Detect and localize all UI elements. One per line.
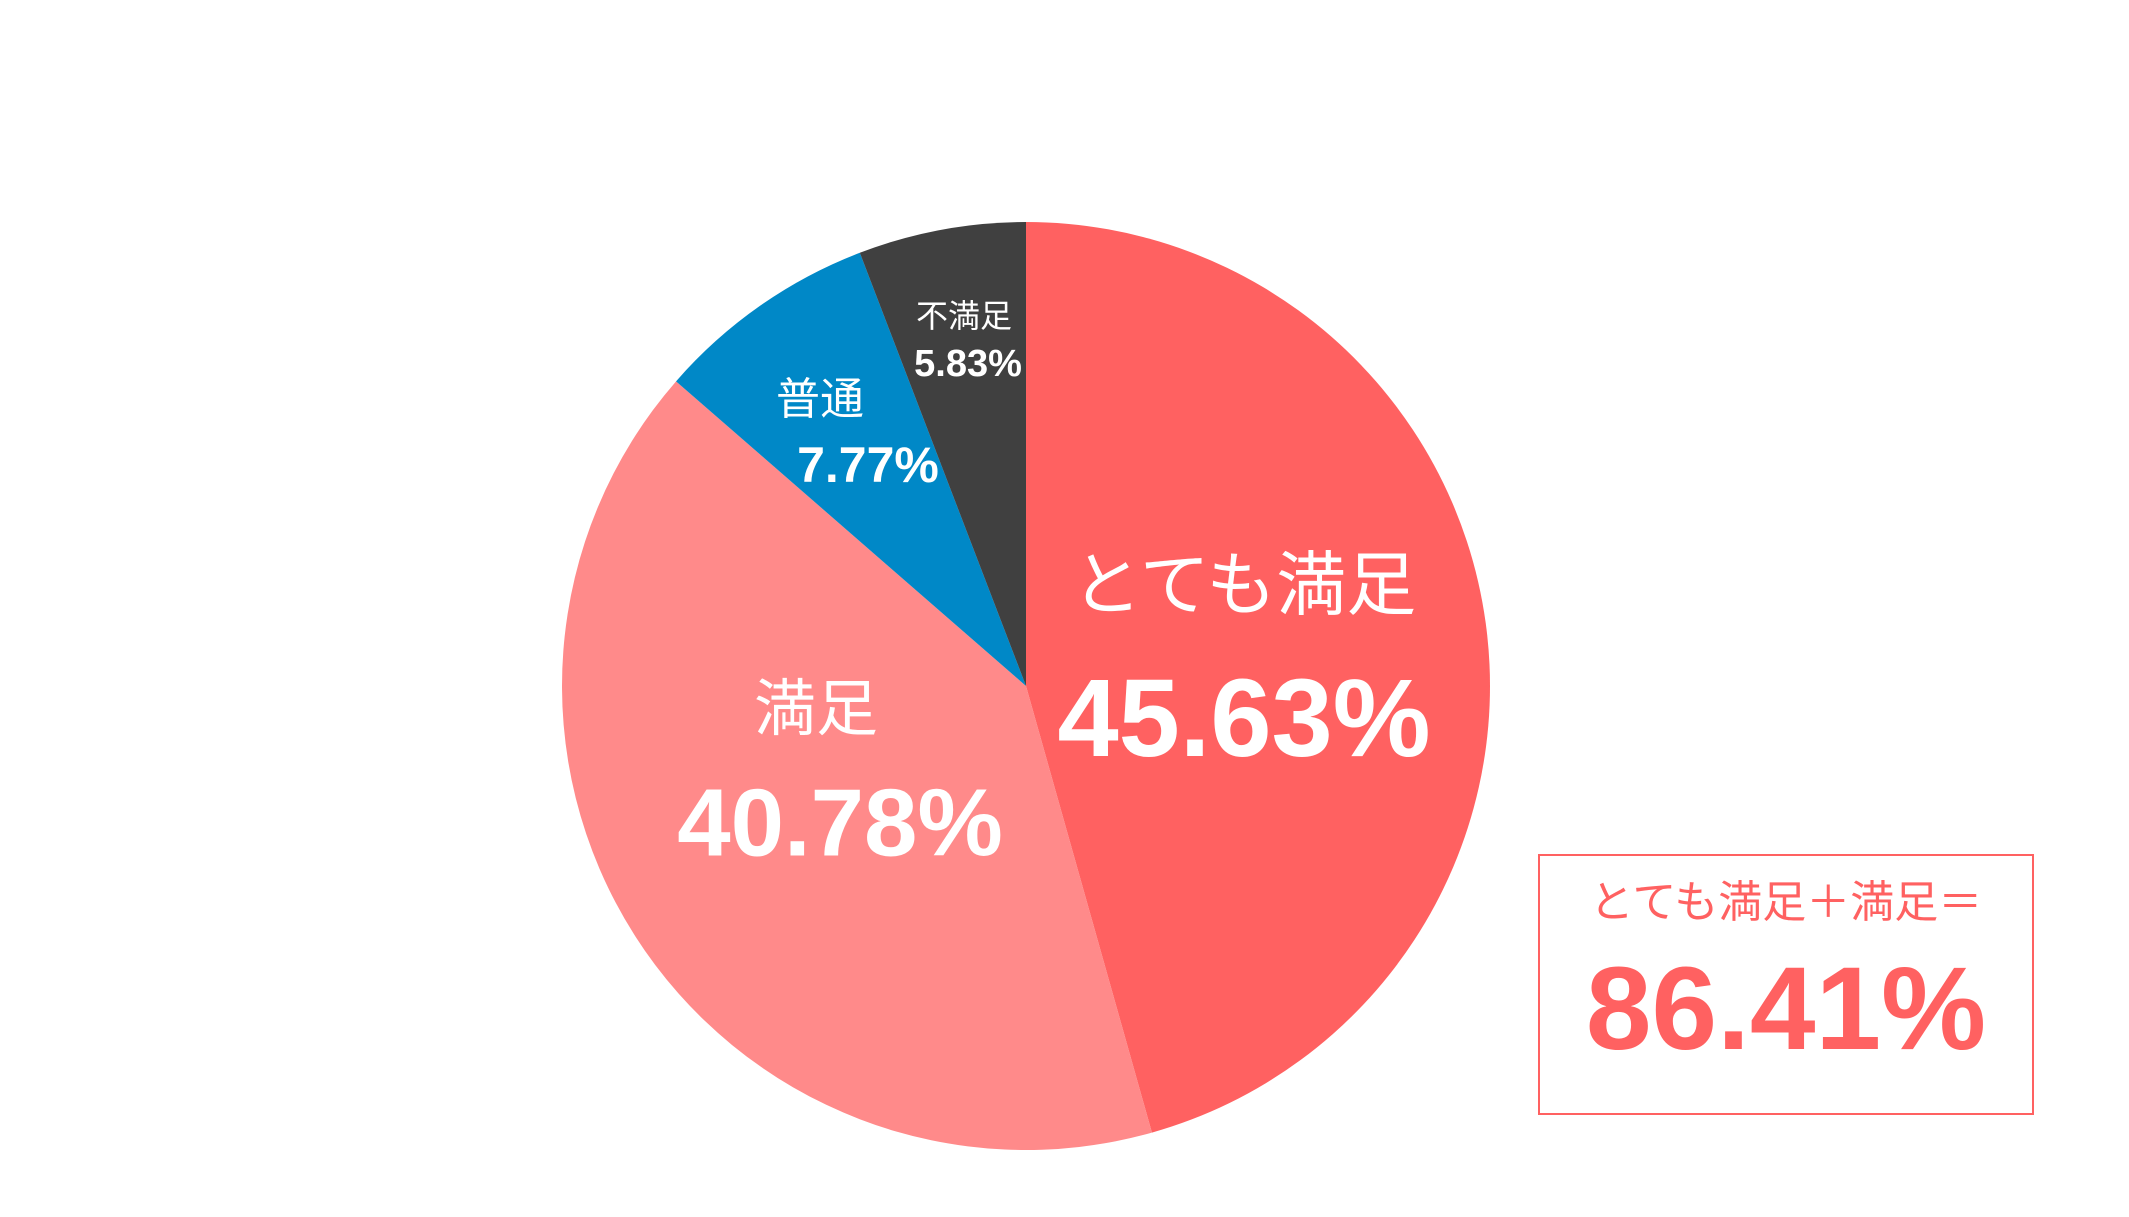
pie-slice xyxy=(676,252,1026,686)
pie xyxy=(562,222,1490,1150)
slice-value-label: 7.77% xyxy=(797,437,939,493)
slice-category: 普通 xyxy=(776,374,864,425)
summary-text: とても満足＋満足＝ xyxy=(1590,877,1982,928)
summary-box xyxy=(1538,854,2034,1115)
slice-value-label: 40.78% xyxy=(677,769,1003,876)
slice-value-label: 45.63% xyxy=(1057,657,1430,780)
pie-slice xyxy=(562,381,1152,1150)
pie-slice xyxy=(1026,222,1490,1133)
summary-value: 86.41% xyxy=(1586,943,1986,1075)
pie-slice xyxy=(859,222,1026,686)
pie-labels: とても満足 45.63% 満足 40.78% 普通 7.77% 不満足 5.83% xyxy=(677,297,1430,876)
slice-category: 満足 xyxy=(754,672,878,745)
slice-category: 不満足 xyxy=(916,297,1012,335)
slice-value-label: 5.83% xyxy=(914,343,1022,385)
slice-category: とても満足 xyxy=(1072,544,1416,626)
